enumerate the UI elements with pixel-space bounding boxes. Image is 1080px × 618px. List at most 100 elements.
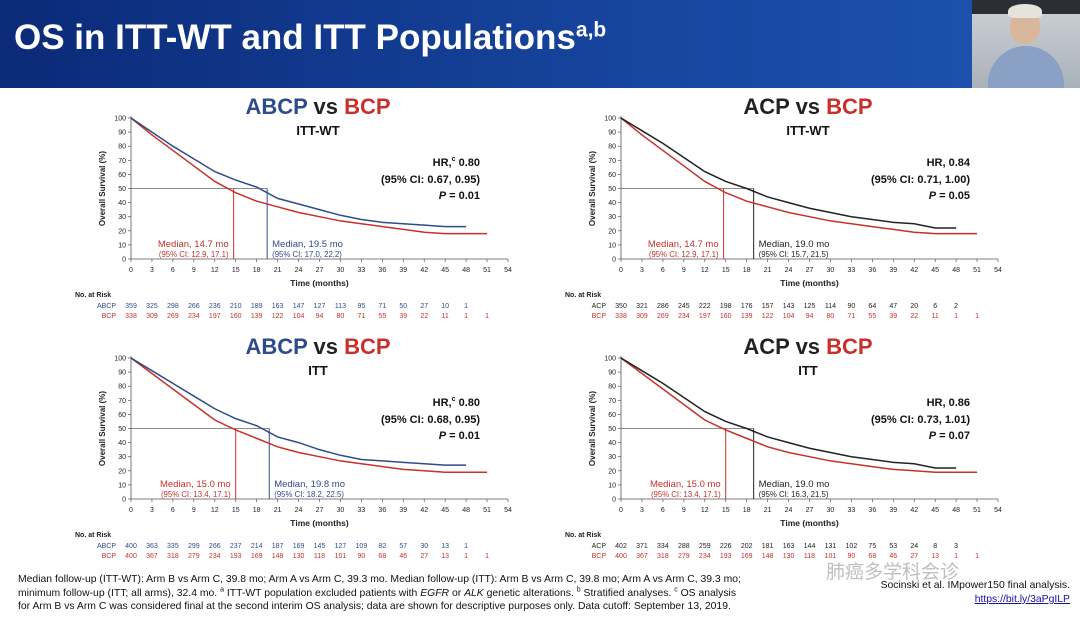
acp-itt-wt-median-arm-ci: (95% CI: 15.7, 21.5) xyxy=(759,250,829,259)
abcp-itt-risk-1-16: 1 xyxy=(464,553,468,560)
abcp-itt-wt-title-part-1: vs xyxy=(307,94,344,119)
abcp-itt-wt-x-tick-11: 33 xyxy=(357,267,365,274)
acp-itt-x-tick-10: 30 xyxy=(827,507,835,514)
abcp-itt-wt-y-tick-0: 0 xyxy=(122,257,126,264)
abcp-itt-wt-risk-0-14: 27 xyxy=(420,303,428,310)
abcp-itt-wt-risk-0-16: 1 xyxy=(464,303,468,310)
acp-itt-wt-risk-0-3: 245 xyxy=(678,303,690,310)
abcp-itt-risk-0-4: 266 xyxy=(209,543,221,550)
acp-itt-y-tick-2: 20 xyxy=(608,468,616,475)
acp-itt-wt-risk-1-9: 94 xyxy=(806,313,814,320)
abcp-itt-wt-subtitle: ITT-WT xyxy=(296,123,339,138)
acp-itt-wt-x-tick-7: 21 xyxy=(764,267,772,274)
abcp-itt-median-ref-ci: (95% CI: 13.4, 17.1) xyxy=(161,490,231,499)
acp-itt-risk-1-7: 148 xyxy=(762,553,774,560)
acp-itt-y-tick-7: 70 xyxy=(608,398,616,405)
abcp-itt-wt-x-tick-18: 54 xyxy=(504,267,512,274)
acp-itt-wt-hr-part-0: HR, xyxy=(927,157,946,169)
abcp-itt-x-tick-15: 45 xyxy=(441,507,449,514)
slide-header: OS in ITT-WT and ITT Populationsa,b xyxy=(0,0,1080,88)
acp-itt-risk-1-0: 400 xyxy=(615,553,627,560)
footnote-egfr: EGFR xyxy=(420,587,450,599)
acp-itt-wt-risk-0-10: 114 xyxy=(825,303,836,310)
acp-itt-wt-y-tick-2: 20 xyxy=(608,228,616,235)
acp-itt-wt-median-arm: Median, 19.0 mo xyxy=(759,239,830,250)
abcp-itt-wt-y-tick-7: 70 xyxy=(118,158,126,165)
abcp-itt-x-tick-11: 33 xyxy=(357,507,365,514)
abcp-itt-wt-risk-0-5: 210 xyxy=(230,303,242,310)
abcp-itt-risk-0-0: 400 xyxy=(125,543,137,550)
abcp-itt-risk-0-11: 109 xyxy=(356,543,368,550)
acp-itt-risk-0-16: 3 xyxy=(954,543,958,550)
abcp-itt-x-tick-2: 6 xyxy=(171,507,175,514)
acp-itt-wt-x-tick-10: 30 xyxy=(827,267,835,274)
abcp-itt-wt-x-tick-17: 51 xyxy=(483,267,491,274)
acp-itt-risk-0-8: 163 xyxy=(783,543,795,550)
acp-itt-x-tick-1: 3 xyxy=(640,507,644,514)
footnote-line-2k: OS analysis xyxy=(677,587,737,599)
abcp-itt-risk-0-5: 237 xyxy=(230,543,242,550)
acp-itt-wt-p-part-0: P xyxy=(929,190,937,202)
acp-itt-hr: HR, 0.86 xyxy=(927,397,970,409)
abcp-itt-wt-x-tick-4: 12 xyxy=(211,267,219,274)
abcp-itt-x-tick-6: 18 xyxy=(253,507,261,514)
reference-text: Socinski et al. IMpower150 final analysi… xyxy=(880,580,1070,591)
abcp-itt-wt-median-ref: Median, 14.7 mo xyxy=(158,239,229,250)
acp-itt-median-ref-ci: (95% CI: 13.4, 17.1) xyxy=(651,490,721,499)
acp-itt-wt-p-part-1: = 0.05 xyxy=(936,190,970,202)
abcp-itt-wt-risk-1-3: 234 xyxy=(188,313,200,320)
abcp-itt-wt-risk-1-8: 104 xyxy=(293,313,305,320)
abcp-itt-wt-y-tick-10: 100 xyxy=(114,116,126,123)
abcp-itt-wt-curve-abcp xyxy=(130,117,467,228)
abcp-itt-x-tick-3: 9 xyxy=(192,507,196,514)
abcp-itt-y-tick-8: 80 xyxy=(118,384,126,391)
acp-itt-curve-acp xyxy=(620,357,957,469)
acp-itt-wt-x-tick-0: 0 xyxy=(619,267,623,274)
acp-itt-title-part-1: vs xyxy=(789,334,826,359)
acp-itt-x-tick-2: 6 xyxy=(661,507,665,514)
abcp-itt-wt-y-tick-2: 20 xyxy=(118,228,126,235)
acp-itt-risk-0-6: 202 xyxy=(741,543,753,550)
acp-itt-median-arm-ci: (95% CI: 16.3, 21.5) xyxy=(759,490,829,499)
abcp-itt-wt-y-tick-4: 40 xyxy=(118,200,126,207)
acp-itt-y-tick-6: 60 xyxy=(608,412,616,419)
acp-itt-risk-header: No. at Risk xyxy=(565,532,601,539)
abcp-itt-wt-risk-0-9: 127 xyxy=(314,303,326,310)
acp-itt-wt-x-label: Time (months) xyxy=(780,278,839,288)
abcp-itt-wt-risk-0-10: 113 xyxy=(335,303,346,310)
acp-itt-wt-x-tick-11: 33 xyxy=(847,267,855,274)
slide-title: OS in ITT-WT and ITT Populationsa,b xyxy=(14,18,606,58)
abcp-itt-y-tick-2: 20 xyxy=(118,468,126,475)
acp-itt-wt-x-tick-9: 27 xyxy=(806,267,814,274)
abcp-itt-median-arm: Median, 19.8 mo xyxy=(274,479,345,490)
acp-itt-wt-x-tick-8: 24 xyxy=(785,267,793,274)
abcp-itt-x-tick-13: 39 xyxy=(399,507,407,514)
acp-itt-risk-0-5: 226 xyxy=(720,543,732,550)
acp-itt-risk-1-15: 13 xyxy=(931,553,939,560)
acp-itt-wt-risk-1-17: 1 xyxy=(975,313,979,320)
acp-itt-wt-x-tick-6: 18 xyxy=(743,267,751,274)
acp-itt-wt-x-tick-17: 51 xyxy=(973,267,981,274)
footnote-line-2a: minimum follow-up (ITT; all arms), 32.4 … xyxy=(18,587,218,599)
abcp-itt-wt-x-tick-2: 6 xyxy=(171,267,175,274)
abcp-itt-curve-bcp xyxy=(130,357,488,473)
acp-itt-wt-y-tick-10: 100 xyxy=(604,116,616,123)
abcp-itt-risk-0-14: 30 xyxy=(420,543,428,550)
abcp-itt-wt-p-part-0: P xyxy=(439,190,447,202)
acp-itt-p-part-0: P xyxy=(929,430,937,442)
acp-itt-wt-curve-bcp xyxy=(620,117,978,235)
abcp-itt-risk-0-7: 187 xyxy=(272,543,284,550)
abcp-itt-p: P = 0.01 xyxy=(439,430,480,442)
acp-itt-risk-0-11: 102 xyxy=(846,543,858,550)
acp-itt-wt-p: P = 0.05 xyxy=(929,190,970,202)
abcp-itt-hr-part-0: HR, xyxy=(433,397,452,409)
abcp-itt-risk-1-10: 101 xyxy=(335,553,347,560)
acp-itt-risk-0-13: 53 xyxy=(889,543,897,550)
abcp-itt-hr: HR,c 0.80 xyxy=(433,396,480,409)
acp-itt-wt-risk-1-4: 197 xyxy=(699,313,711,320)
acp-itt-risk-1-14: 27 xyxy=(910,553,918,560)
footnote-line-2c: ITT-WT population excluded patients with xyxy=(224,587,421,599)
reference-link[interactable]: https://bit.ly/3aPgILP xyxy=(974,594,1070,605)
abcp-itt-wt-hr-part-1: c xyxy=(452,156,456,163)
abcp-itt-curve-abcp xyxy=(130,357,467,466)
